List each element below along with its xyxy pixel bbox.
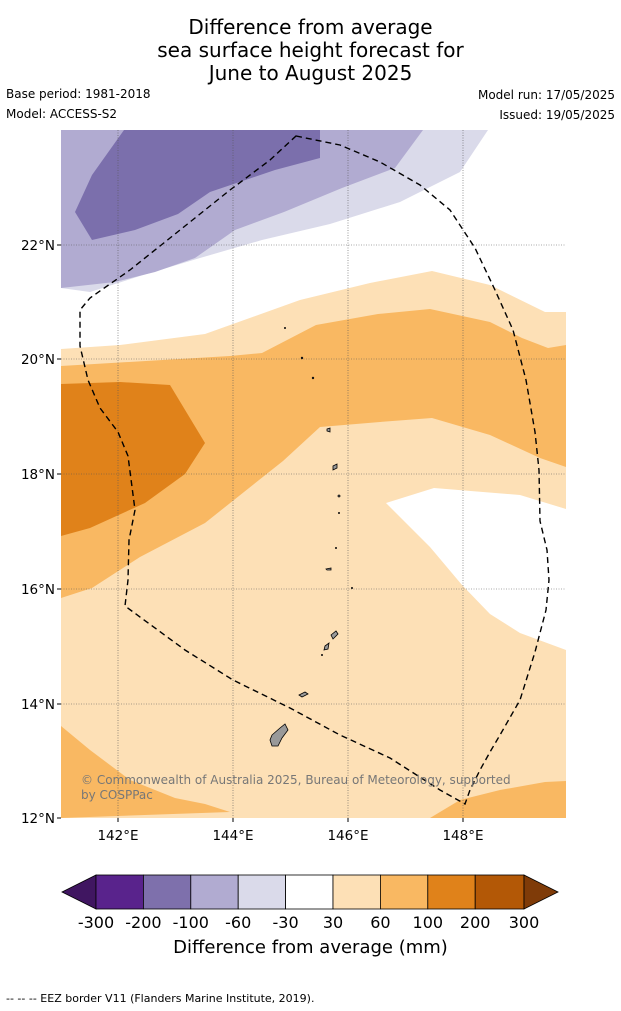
islands	[269, 326, 353, 747]
island-agrihan	[332, 463, 338, 471]
island-anatahan	[325, 567, 332, 571]
colorbar-tick-7: 60	[370, 913, 390, 932]
field-orange-southwest	[61, 726, 230, 818]
lat-label-22n: 22°N	[21, 238, 55, 254]
field-mid-orange	[61, 309, 566, 598]
island-saipan	[330, 630, 339, 640]
colorbar-segment-9	[474, 874, 525, 910]
title-line-1: Difference from average	[188, 15, 433, 39]
field-orange-southeast	[430, 781, 566, 818]
colorbar-segment-5	[285, 874, 334, 910]
colorbar-tick-9: 200	[460, 913, 491, 932]
anomaly-field: © Commonwealth of Australia 2025, Bureau…	[61, 130, 566, 818]
axis-ticks	[57, 244, 464, 822]
model-text: Model: ACCESS-S2	[6, 107, 118, 121]
colorbar-arrow-right	[523, 874, 559, 910]
colorbar-tick-3: -100	[173, 913, 209, 932]
colorbar-tick-5: -30	[273, 913, 299, 932]
field-white-east	[386, 488, 566, 650]
colorbar-segment-4	[237, 874, 286, 910]
colorbar-tick-4: -60	[225, 913, 251, 932]
title-line-2: sea surface height forecast for	[157, 38, 464, 62]
colorbar-tick-10: 300	[509, 913, 540, 932]
colorbar-tick-6: 30	[323, 913, 343, 932]
island-pagan	[337, 494, 341, 498]
gridlines	[61, 130, 566, 818]
colorbar-segment-3	[190, 874, 239, 910]
colorbar-segment-7	[379, 874, 429, 910]
lat-label-20n: 20°N	[21, 352, 55, 368]
colorbar-segment-1	[95, 874, 144, 910]
base-period-text: Base period: 1981-2018	[6, 87, 151, 101]
lat-label-12n: 12°N	[21, 811, 55, 827]
colorbar-arrow-left	[61, 874, 97, 910]
title-line-3: June to August 2025	[208, 61, 413, 85]
colorbar	[61, 874, 559, 910]
lon-label-146e: 146°E	[327, 828, 368, 844]
colorbar-label: Difference from average (mm)	[173, 937, 448, 958]
lat-label-18n: 18°N	[21, 467, 55, 483]
island-tinian	[323, 642, 330, 651]
colorbar-segment-2	[142, 874, 192, 910]
lon-label-148e: 148°E	[442, 828, 483, 844]
colorbar-tick-8: 100	[413, 913, 444, 932]
field-dark-purple	[75, 130, 320, 240]
lat-label-16n: 16°N	[21, 582, 55, 598]
eez-legend-note: -- -- -- EEZ border V11 (Flanders Marine…	[6, 992, 315, 1005]
colorbar-tick-2: -200	[125, 913, 161, 932]
eez-border	[79, 135, 550, 806]
lon-label-144e: 144°E	[212, 828, 253, 844]
field-dark-orange	[61, 382, 205, 536]
issued-text: Issued: 19/05/2025	[499, 108, 615, 122]
island-guam	[269, 723, 289, 747]
copyright-line-1: © Commonwealth of Australia 2025, Bureau…	[81, 773, 511, 787]
colorbar-tick-1: -300	[78, 913, 114, 932]
island-uracas	[326, 427, 331, 433]
colorbar-segment-6	[332, 874, 381, 910]
lat-label-14n: 14°N	[21, 697, 55, 713]
chart-title: Difference from average sea surface heig…	[0, 16, 621, 85]
model-run-text: Model run: 17/05/2025	[477, 88, 615, 102]
copyright-line-2: by COSPPac	[81, 788, 153, 802]
island-rota	[298, 691, 309, 698]
lon-label-142e: 142°E	[97, 828, 138, 844]
colorbar-segment-8	[427, 874, 476, 910]
